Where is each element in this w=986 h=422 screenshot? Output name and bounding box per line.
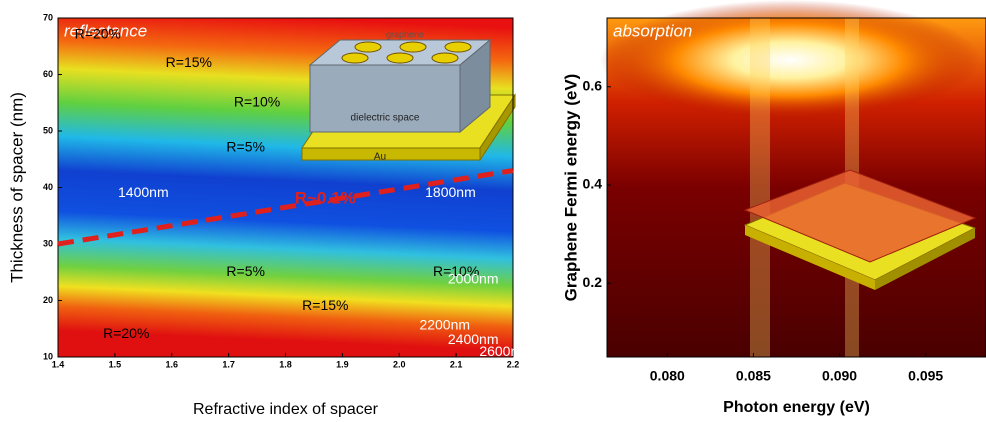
- x-tick-label: 0.090: [822, 368, 857, 384]
- x-tick-label: 1.4: [52, 359, 65, 369]
- x-tick-label: 2.0: [393, 359, 406, 369]
- contour-label: 1400nm: [118, 184, 169, 200]
- inset-label: Au: [374, 152, 386, 163]
- y-tick-label: 60: [43, 69, 53, 79]
- contour-label: R=10%: [234, 93, 280, 109]
- y-tick-label: 70: [43, 12, 53, 22]
- y-tick-label: 20: [43, 295, 53, 305]
- inset-label: graphene: [386, 29, 424, 39]
- x-tick-label: 1.6: [165, 359, 178, 369]
- panel-title: absorption: [613, 21, 692, 40]
- y-tick-label: 30: [43, 238, 53, 248]
- device-inset: [302, 40, 515, 160]
- y-tick-label: 50: [43, 125, 53, 135]
- x-tick-label: 0.085: [736, 368, 771, 384]
- x-tick-label: 0.095: [908, 368, 943, 384]
- contour-label: 2000nm: [448, 270, 499, 286]
- x-tick-label: 2.1: [450, 359, 463, 369]
- contour-label: 1800nm: [425, 184, 476, 200]
- y-tick-label: 10: [43, 351, 53, 361]
- y-tick-label: 0.2: [583, 274, 603, 290]
- absorption-ridge: [750, 18, 770, 357]
- contour-label: R=15%: [166, 54, 212, 70]
- contour-label: R=20%: [103, 325, 149, 341]
- contour-label: 2600n: [479, 343, 518, 359]
- x-tick-label: 1.7: [222, 359, 235, 369]
- y-tick-label: 0.4: [583, 176, 603, 192]
- contour-label: R~0.1%: [295, 188, 356, 207]
- x-tick-label: 1.8: [279, 359, 292, 369]
- inset-label: dielectric space: [351, 113, 420, 124]
- x-tick-label: 1.9: [336, 359, 349, 369]
- x-tick-label: 0.080: [650, 368, 685, 384]
- y-axis-label: Graphene Fermi energy (eV): [561, 74, 580, 302]
- x-tick-label: 1.5: [109, 359, 122, 369]
- contour-label: R=20%: [75, 26, 121, 42]
- contour-label: R=5%: [226, 139, 265, 155]
- x-tick-label: 2.2: [507, 359, 520, 369]
- x-axis-label: Photon energy (eV): [723, 399, 870, 416]
- y-tick-label: 0.6: [583, 77, 603, 93]
- contour-label: R=5%: [226, 263, 265, 279]
- x-axis-label: Refractive index of spacer: [193, 401, 379, 417]
- contour-label: R=15%: [302, 297, 348, 313]
- y-tick-label: 40: [43, 182, 53, 192]
- page: graphene dielectric space Au 1.4 1.5 1.6 1.…: [0, 0, 986, 417]
- figure: graphene dielectric space Au 1.4 1.5 1.6 1.…: [0, 0, 986, 417]
- y-axis-label: Thickness of spacer (nm): [7, 92, 26, 283]
